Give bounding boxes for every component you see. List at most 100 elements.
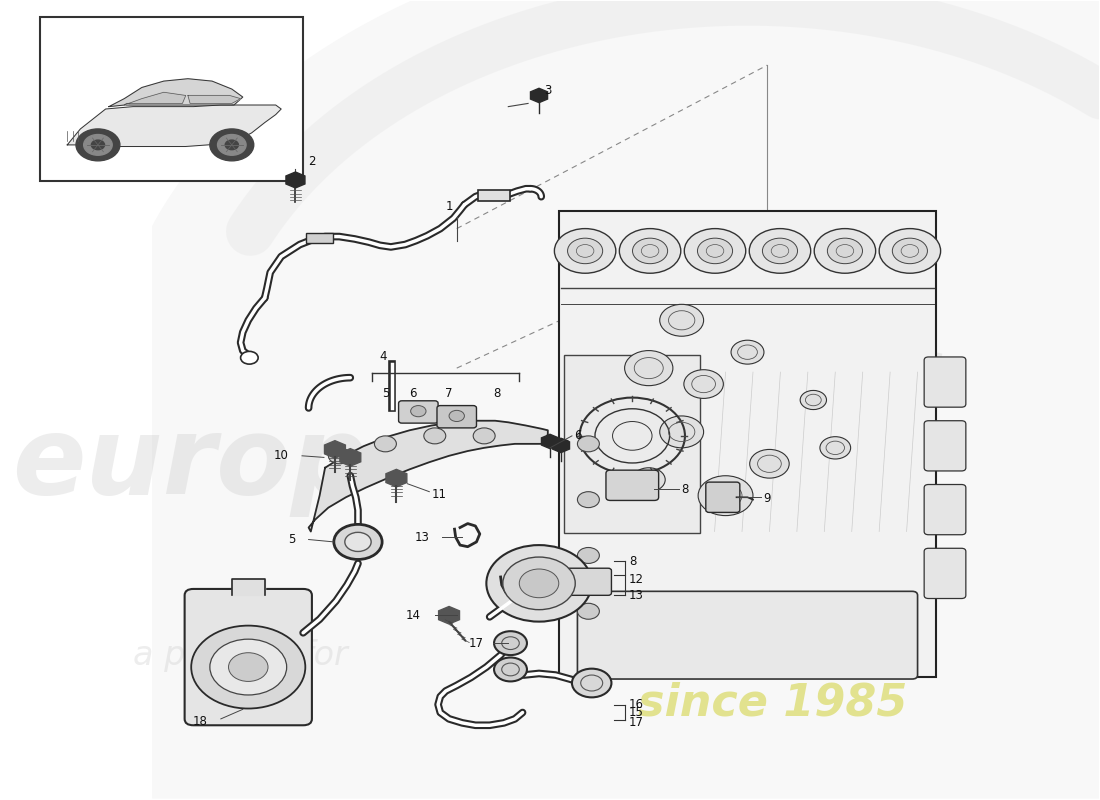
Text: 1: 1 [446, 200, 453, 213]
Circle shape [578, 436, 600, 452]
Circle shape [191, 626, 306, 709]
Circle shape [698, 476, 754, 515]
FancyBboxPatch shape [398, 401, 438, 423]
Circle shape [660, 416, 704, 448]
Circle shape [449, 410, 464, 422]
FancyBboxPatch shape [924, 548, 966, 598]
Circle shape [84, 134, 112, 155]
FancyBboxPatch shape [606, 470, 659, 501]
Polygon shape [124, 92, 186, 105]
Circle shape [344, 532, 371, 551]
FancyBboxPatch shape [924, 421, 966, 471]
Circle shape [218, 134, 246, 155]
FancyBboxPatch shape [566, 568, 612, 595]
Text: 8: 8 [494, 387, 501, 400]
Circle shape [762, 238, 798, 264]
Circle shape [827, 238, 862, 264]
Circle shape [632, 468, 666, 492]
Circle shape [749, 229, 811, 274]
Circle shape [814, 229, 876, 274]
Circle shape [210, 129, 254, 161]
Text: 15: 15 [629, 706, 644, 719]
Text: 11: 11 [431, 487, 447, 501]
Circle shape [76, 129, 120, 161]
Circle shape [820, 437, 850, 459]
Circle shape [333, 524, 382, 559]
Text: 6: 6 [574, 430, 582, 442]
Text: 6: 6 [409, 387, 417, 400]
Circle shape [684, 370, 724, 398]
Text: 8: 8 [682, 482, 689, 496]
Circle shape [503, 557, 575, 610]
Circle shape [554, 229, 616, 274]
Circle shape [424, 428, 446, 444]
Polygon shape [188, 95, 241, 103]
Circle shape [625, 350, 673, 386]
FancyBboxPatch shape [307, 234, 333, 243]
Circle shape [494, 631, 527, 655]
Text: 9: 9 [763, 492, 770, 506]
Circle shape [697, 238, 733, 264]
Text: 17: 17 [470, 637, 484, 650]
Circle shape [632, 238, 668, 264]
Circle shape [879, 229, 940, 274]
Text: 17: 17 [629, 716, 644, 730]
Circle shape [486, 545, 592, 622]
Text: since 1985: since 1985 [638, 682, 908, 725]
Text: 2: 2 [309, 155, 316, 168]
FancyBboxPatch shape [185, 589, 312, 726]
Circle shape [473, 428, 495, 444]
Text: a passion for: a passion for [133, 638, 348, 672]
Polygon shape [67, 105, 282, 146]
Text: 13: 13 [415, 530, 429, 544]
FancyBboxPatch shape [578, 591, 917, 679]
Circle shape [210, 639, 287, 695]
Text: 13: 13 [629, 589, 644, 602]
Text: 16: 16 [629, 698, 644, 711]
Circle shape [800, 390, 826, 410]
Text: europ: europ [12, 410, 369, 517]
Text: 3: 3 [544, 84, 552, 97]
Text: 12: 12 [629, 573, 644, 586]
Text: es: es [791, 326, 947, 442]
Text: 14: 14 [406, 609, 420, 622]
Polygon shape [109, 78, 243, 106]
Circle shape [684, 229, 746, 274]
Circle shape [619, 229, 681, 274]
Circle shape [241, 351, 258, 364]
Text: 5: 5 [382, 387, 389, 400]
FancyBboxPatch shape [924, 357, 966, 407]
FancyBboxPatch shape [437, 406, 476, 428]
Circle shape [660, 304, 704, 336]
FancyBboxPatch shape [924, 485, 966, 534]
Text: 8: 8 [629, 554, 637, 567]
Text: 4: 4 [379, 350, 387, 363]
Circle shape [578, 603, 600, 619]
Circle shape [572, 669, 612, 698]
Circle shape [91, 140, 104, 150]
Circle shape [892, 238, 927, 264]
Circle shape [568, 238, 603, 264]
Polygon shape [309, 421, 548, 531]
Text: 18: 18 [192, 714, 208, 728]
Circle shape [374, 436, 396, 452]
Text: 10: 10 [274, 450, 289, 462]
Circle shape [578, 492, 600, 508]
Circle shape [226, 140, 239, 150]
Circle shape [410, 406, 426, 417]
Circle shape [750, 450, 789, 478]
FancyBboxPatch shape [477, 190, 510, 202]
Polygon shape [152, 0, 1100, 798]
Text: 7: 7 [446, 387, 453, 400]
FancyBboxPatch shape [559, 211, 936, 677]
Circle shape [329, 448, 350, 464]
Circle shape [519, 569, 559, 598]
Text: 5: 5 [288, 533, 296, 546]
Circle shape [578, 547, 600, 563]
Circle shape [229, 653, 268, 682]
Circle shape [732, 340, 764, 364]
Circle shape [494, 658, 527, 682]
FancyBboxPatch shape [564, 354, 701, 533]
Polygon shape [232, 579, 265, 595]
FancyBboxPatch shape [40, 18, 304, 181]
